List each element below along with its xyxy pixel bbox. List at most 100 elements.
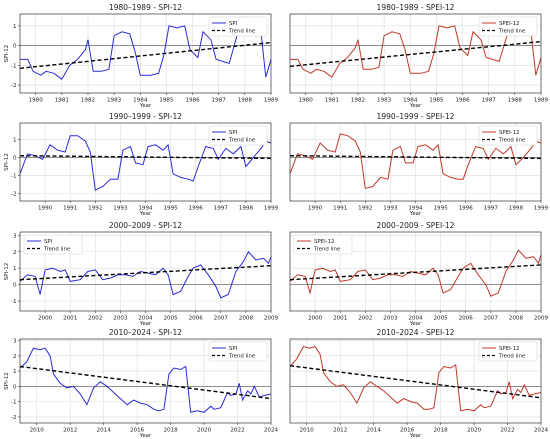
legend-entry: SPI [229, 130, 238, 136]
y-tick-label: 0 [13, 384, 17, 390]
y-tick-label: 1 [13, 137, 17, 143]
legend-box [208, 16, 268, 37]
trend-line [289, 155, 542, 160]
x-tick-label: 2012 [333, 428, 347, 434]
x-tick-label: 1988 [508, 98, 523, 104]
trend-line [19, 155, 272, 160]
trend-line [19, 365, 272, 400]
x-tick-label: 2022 [230, 428, 244, 434]
x-tick-label: 1986 [455, 98, 470, 104]
x-tick-label: 2016 [130, 428, 145, 434]
x-tick-label: 2006 [459, 316, 474, 322]
x-axis-label: Year [139, 433, 152, 439]
x-tick-label: 2000 [308, 316, 323, 322]
x-tick-label: 2010 [300, 428, 315, 434]
chart-title: 2010–2024 - SPEI-12 [377, 328, 455, 337]
x-tick-label: 2024 [264, 428, 279, 434]
x-tick-label: 2005 [163, 316, 178, 322]
x-tick-label: 1989 [264, 98, 279, 104]
chart-title: 1990–1999 - SPEI-12 [377, 112, 455, 121]
chart-panel-2: 1980–1989 - SPEI-12 1980 1981 1982 1983 1984 1… [289, 3, 549, 109]
y-axis-label: SPI-12 [4, 263, 10, 281]
x-tick-label: 2005 [433, 316, 448, 322]
trend-line [19, 41, 272, 69]
x-axis-label: Year [139, 211, 152, 217]
x-tick-label: 2007 [214, 316, 229, 322]
chart-panel-6: 2000–2009 - SPEI-12 2000 2001 2002 2003 2004 2… [289, 221, 549, 327]
plot-frame [19, 13, 272, 94]
legend: SPI Trend line [23, 234, 83, 255]
series-line [20, 25, 272, 80]
legend-entry: Trend line [228, 29, 256, 35]
chart-panel-8: 2010–2024 - SPEI-12 2010 2012 2014 2016 2018 2… [289, 328, 549, 439]
x-tick-label: 1983 [107, 98, 122, 104]
legend-entry: Trend line [498, 29, 526, 35]
x-tick-label: 1984 [133, 98, 148, 104]
x-tick-label: 2002 [88, 316, 102, 322]
y-axis-label: SPI-12 [4, 372, 10, 390]
y-tick-label: 0 [13, 155, 17, 161]
x-tick-label: 2012 [63, 428, 77, 434]
x-tick-label: 1997 [484, 206, 499, 212]
chart-title: 2000–2009 - SPI-12 [109, 221, 182, 230]
legend-entry: SPI [44, 239, 53, 245]
y-axis-label: SPI-12 [4, 153, 10, 171]
x-tick-label: 1986 [185, 98, 200, 104]
x-tick-label: 1999 [534, 206, 549, 212]
x-tick-label: 1985 [159, 98, 174, 104]
legend-box [478, 341, 538, 362]
x-tick-label: 1995 [433, 206, 448, 212]
x-axis-label: Year [409, 321, 422, 327]
x-tick-label: 1996 [189, 206, 204, 212]
x-tick-label: 2014 [367, 428, 382, 434]
series-line [19, 135, 272, 191]
x-tick-label: 1995 [163, 206, 178, 212]
x-axis-label: Year [409, 211, 422, 217]
y-tick-label: -1 [11, 400, 17, 406]
y-tick-label: 0 [13, 283, 17, 289]
x-tick-label: 2018 [433, 428, 448, 434]
series-line [289, 249, 542, 297]
series-line [289, 346, 542, 412]
x-tick-label: 1980 [299, 98, 314, 104]
x-tick-label: 1991 [333, 206, 348, 212]
x-tick-label: 1981 [55, 98, 70, 104]
x-tick-label: 1998 [509, 206, 524, 212]
x-tick-label: 2002 [358, 316, 372, 322]
x-axis-label: Year [409, 103, 422, 109]
legend: SPEI-12 Trend line [478, 125, 538, 146]
legend-box [23, 234, 83, 255]
x-axis-label: Year [139, 103, 152, 109]
chart-title: 1980–1989 - SPI-12 [109, 3, 182, 12]
legend-box [293, 234, 353, 255]
chart-panel-1: 1980–1989 - SPI-12 1980 1981 1982 1983 1984 19… [4, 3, 279, 109]
x-tick-label: 2008 [509, 316, 524, 322]
chart-title: 2000–2009 - SPEI-12 [377, 221, 455, 230]
x-tick-label: 1988 [238, 98, 253, 104]
y-tick-label: -2 [11, 415, 17, 421]
trend-line [289, 365, 542, 399]
legend: SPEI-12 Trend line [478, 341, 538, 362]
x-tick-label: 1990 [308, 206, 323, 212]
y-tick-label: 3 [13, 233, 17, 239]
x-tick-label: 1999 [264, 206, 279, 212]
y-axis-label: SPI-12 [4, 45, 10, 63]
legend-entry: SPEI-12 [314, 239, 334, 245]
plot-frame [289, 338, 542, 424]
x-tick-label: 2006 [189, 316, 204, 322]
y-tick-label: -1 [11, 299, 17, 305]
chart-title: 2010–2024 - SPI-12 [109, 328, 182, 337]
x-tick-label: 1998 [239, 206, 254, 212]
x-tick-label: 1996 [459, 206, 474, 212]
x-tick-label: 2024 [534, 428, 549, 434]
plot-frame [289, 13, 542, 94]
legend-entry: SPEI-12 [499, 21, 519, 27]
series-line [289, 133, 542, 189]
plot-frame [19, 338, 272, 424]
x-tick-label: 1989 [534, 98, 549, 104]
x-tick-label: 1994 [408, 206, 423, 212]
chart-panel-3: 1990–1999 - SPI-12 1990 1991 1992 1993 1994 19… [4, 112, 279, 217]
legend: SPI Trend line [208, 16, 268, 37]
x-tick-label: 2014 [97, 428, 112, 434]
